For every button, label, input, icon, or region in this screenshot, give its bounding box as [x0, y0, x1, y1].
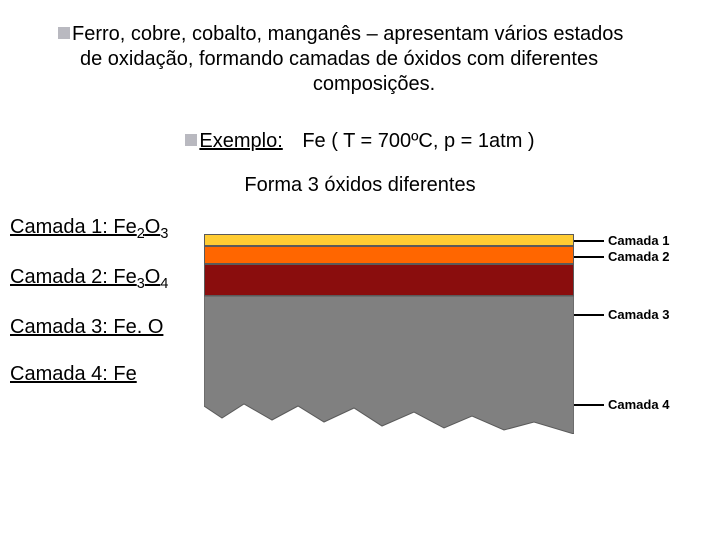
leader-line — [574, 314, 604, 316]
layer3 — [204, 264, 574, 296]
diagram-label: Camada 1 — [608, 233, 669, 248]
example-line: Exemplo: Fe ( T = 700ºC, p = 1atm ) — [0, 130, 720, 153]
diagram-label: Camada 3 — [608, 307, 669, 322]
bullet-icon — [58, 27, 70, 39]
layer-text-1: Camada 1: Fe2O3 — [10, 216, 168, 242]
intro-line3: composições. — [58, 72, 690, 97]
layers-diagram: Camada 1Camada 2 Camada 3 Camada 4 — [204, 234, 694, 444]
intro-strong: Ferro, — [72, 23, 125, 45]
intro-line2: de oxidação, formando camadas de óxidos … — [58, 47, 690, 72]
leader-line — [574, 256, 604, 258]
layer2 — [204, 246, 574, 264]
leader-line — [574, 404, 604, 406]
layer-text-4: Camada 4: Fe — [10, 363, 168, 386]
diagram-label: Camada 4 — [608, 397, 669, 412]
layer4 — [204, 296, 574, 434]
layer-text-2: Camada 2: Fe3O4 — [10, 266, 168, 292]
chart-area — [204, 234, 574, 434]
leader-line — [574, 240, 604, 242]
layer1 — [204, 234, 574, 246]
example-label: Exemplo: — [199, 130, 282, 152]
layer-text-3: Camada 3: Fe. O — [10, 316, 168, 339]
example-text: Fe ( T = 700ºC, p = 1atm ) — [302, 130, 534, 152]
forma-line: Forma 3 óxidos diferentes — [0, 174, 720, 197]
bullet-icon — [185, 134, 197, 146]
intro-rest: cobre, cobalto, manganês – apresentam vá… — [125, 23, 623, 45]
intro-paragraph: Ferro, cobre, cobalto, manganês – aprese… — [58, 22, 690, 97]
layers-text-list: Camada 1: Fe2O3 Camada 2: Fe3O4 Camada 3… — [10, 216, 168, 410]
diagram-label: Camada 2 — [608, 249, 669, 264]
